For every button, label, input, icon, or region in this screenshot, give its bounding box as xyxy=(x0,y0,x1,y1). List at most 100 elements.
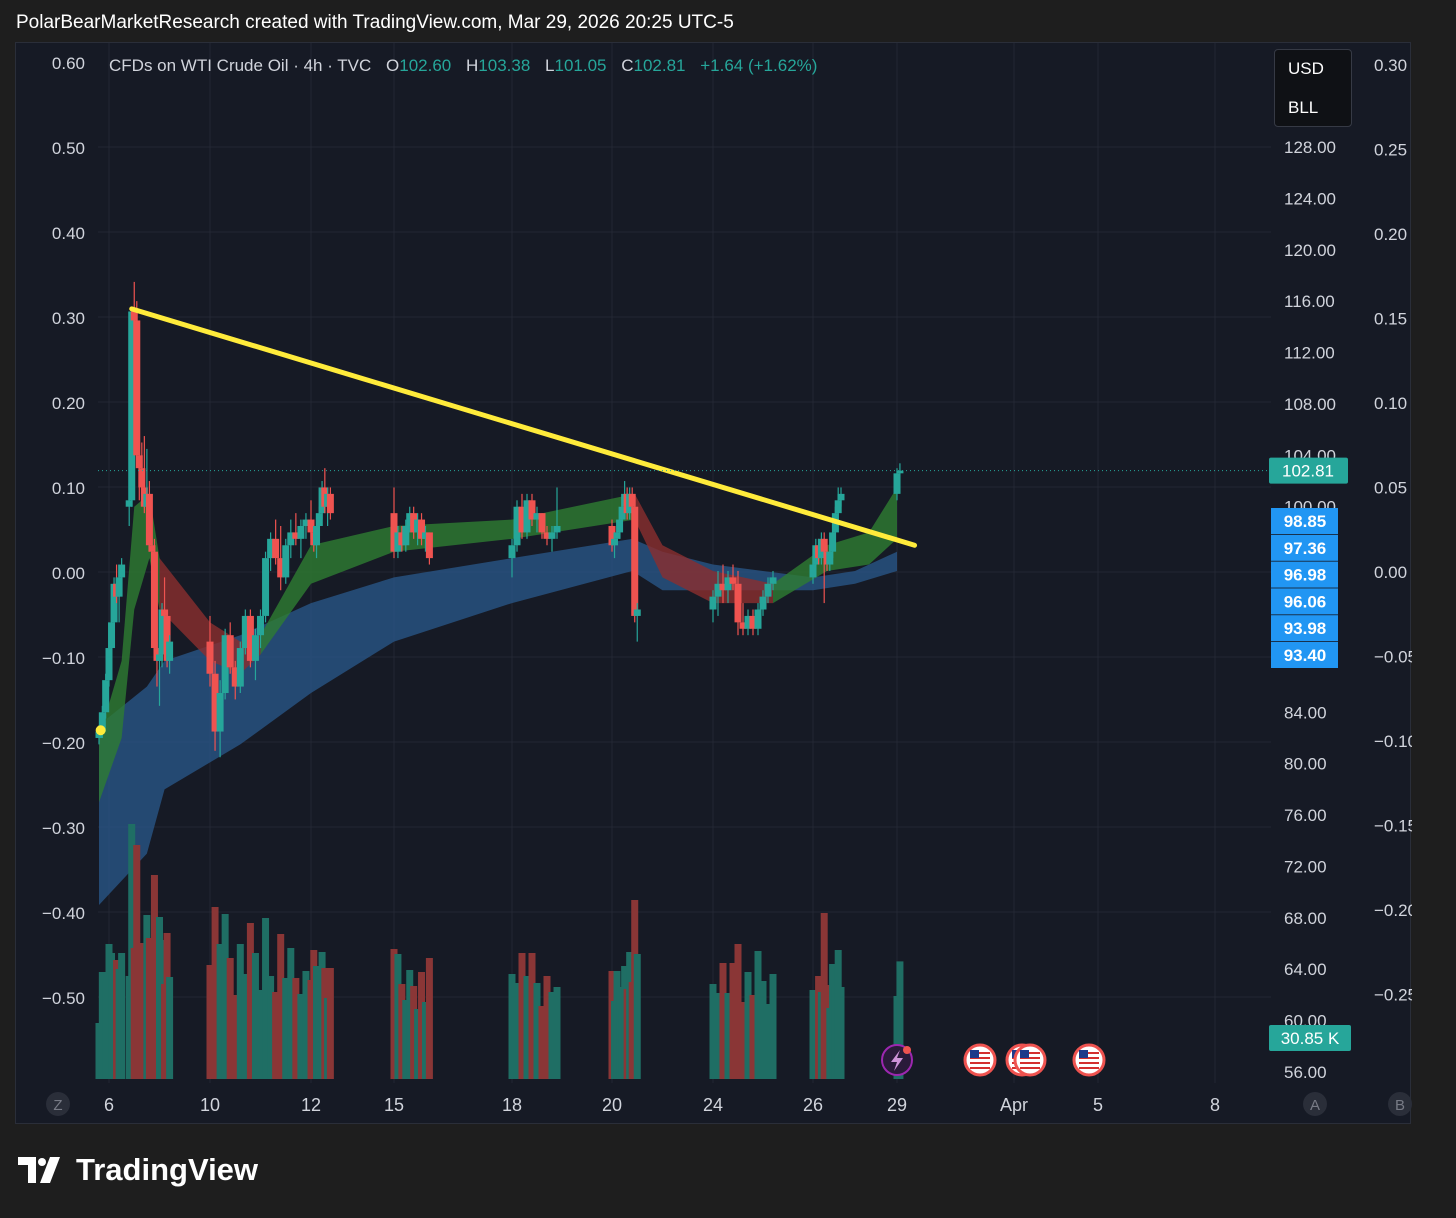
volume-bar xyxy=(508,974,516,1079)
candle-body xyxy=(394,532,402,552)
candle-body xyxy=(211,673,219,732)
candle-body xyxy=(216,693,224,732)
volume-bar xyxy=(528,953,536,1079)
candle-body xyxy=(734,583,742,623)
corner-label: Z xyxy=(53,1097,62,1114)
candle-body xyxy=(221,635,229,694)
candle-body xyxy=(125,500,133,507)
left-axis-label: 0.40 xyxy=(52,224,85,243)
left-axis-label: −0.30 xyxy=(42,819,85,838)
indicator-tag xyxy=(1271,534,1338,561)
log-scale-button[interactable] xyxy=(1388,1092,1412,1116)
price-chart[interactable]: 128.00124.00120.00116.00112.00108.00104.… xyxy=(16,43,1412,1125)
volume-tag xyxy=(1269,1025,1351,1051)
price-axis-label: 84.00 xyxy=(1284,703,1327,722)
volume-bar xyxy=(277,934,285,1079)
flag-canton xyxy=(1020,1050,1029,1058)
us-flag-event-icon[interactable] xyxy=(1072,1043,1106,1077)
candle-body xyxy=(421,532,429,539)
volume-bar xyxy=(896,961,904,1079)
volume-bar xyxy=(724,993,732,1079)
secondary-axis-label: 0.20 xyxy=(1374,225,1407,244)
price-axis-label: 112.00 xyxy=(1284,344,1335,363)
ma-ribbon-red xyxy=(634,493,773,604)
volume-bar xyxy=(398,984,406,1079)
tradingview-logo-icon xyxy=(18,1157,60,1183)
candle-body xyxy=(246,615,254,661)
candle-body xyxy=(226,635,234,668)
candle-body xyxy=(611,538,619,546)
candle-body xyxy=(115,577,123,597)
secondary-axis-label: −0.15 xyxy=(1374,817,1412,836)
volume-bar xyxy=(231,995,239,1079)
volume-bar xyxy=(226,958,234,1079)
volume-bar xyxy=(282,978,290,1079)
trend-line xyxy=(129,306,918,548)
time-axis-label: 18 xyxy=(502,1095,522,1115)
candle-body xyxy=(739,622,747,629)
volume-bar xyxy=(410,986,418,1079)
trend-start-marker xyxy=(95,725,106,736)
left-axis-label: 0.50 xyxy=(52,139,85,158)
candle-body xyxy=(528,500,536,520)
volume-bar xyxy=(166,977,174,1079)
time-axis-label: 12 xyxy=(301,1095,321,1115)
us-flag-event-icon[interactable] xyxy=(1013,1043,1047,1077)
volume-bar xyxy=(302,971,310,1079)
open-value: 102.60 xyxy=(399,56,452,75)
time-axis-label: 6 xyxy=(104,1095,114,1115)
candle-body xyxy=(709,596,717,610)
candle-body xyxy=(744,615,752,629)
volume-bar xyxy=(402,1000,410,1079)
candle-body xyxy=(145,493,153,546)
volume-bar xyxy=(206,965,214,1079)
volume-bar xyxy=(425,958,433,1079)
volume-bar xyxy=(390,949,398,1079)
secondary-axis-label: −0.05 xyxy=(1374,648,1412,667)
candle-body xyxy=(163,615,171,661)
candle-body xyxy=(241,615,249,649)
candle-body xyxy=(118,564,126,578)
indicator-tag xyxy=(1271,561,1338,588)
candle-body xyxy=(538,513,546,533)
left-axis-label: −0.40 xyxy=(42,904,85,923)
candle-body xyxy=(896,470,904,474)
volume-bar xyxy=(326,968,334,1079)
zoom-button[interactable] xyxy=(46,1092,70,1116)
current-price-label: 102.81 xyxy=(1282,462,1334,481)
candle-body xyxy=(548,532,556,539)
currency-unit-box[interactable]: USD BLL xyxy=(1274,49,1352,127)
volume-bar xyxy=(739,1002,747,1079)
volume-bar xyxy=(769,974,777,1079)
volume-bar xyxy=(709,984,717,1079)
volume-bar xyxy=(418,972,426,1079)
time-axis-label: 29 xyxy=(887,1095,907,1115)
candle-body xyxy=(307,519,315,533)
volume-bar xyxy=(394,954,402,1079)
auto-scale-button[interactable] xyxy=(1303,1092,1327,1116)
unit-label: BLL xyxy=(1288,98,1319,117)
volume-bar xyxy=(211,907,219,1079)
volume-bar xyxy=(272,992,280,1079)
volume-bar xyxy=(236,944,244,1079)
volume-bar xyxy=(287,948,295,1079)
price-axis-label: 56.00 xyxy=(1284,1063,1327,1082)
time-axis-label: Apr xyxy=(1000,1095,1028,1115)
chart-panel[interactable]: 128.00 124.00 120.00 116.00 112.00 108.00 104.… xyxy=(15,42,1412,1125)
price-axis-label: 68.00 xyxy=(1284,909,1327,928)
secondary-axis-label: −0.10 xyxy=(1374,732,1412,751)
us-flag-event-icon[interactable] xyxy=(963,1043,997,1077)
candle-body xyxy=(553,525,561,533)
candle-body xyxy=(729,577,737,584)
candle-body xyxy=(105,648,113,681)
candle-body xyxy=(282,545,290,578)
candle-body xyxy=(820,538,828,552)
left-axis-label: 0.30 xyxy=(52,309,85,328)
candle-body xyxy=(272,538,280,559)
volume-bar xyxy=(749,995,757,1079)
ma-ribbon-green xyxy=(99,493,160,803)
volume-bar xyxy=(553,987,561,1079)
volume-bar xyxy=(714,993,722,1079)
candle-body xyxy=(150,551,158,649)
candle-body xyxy=(128,311,136,501)
